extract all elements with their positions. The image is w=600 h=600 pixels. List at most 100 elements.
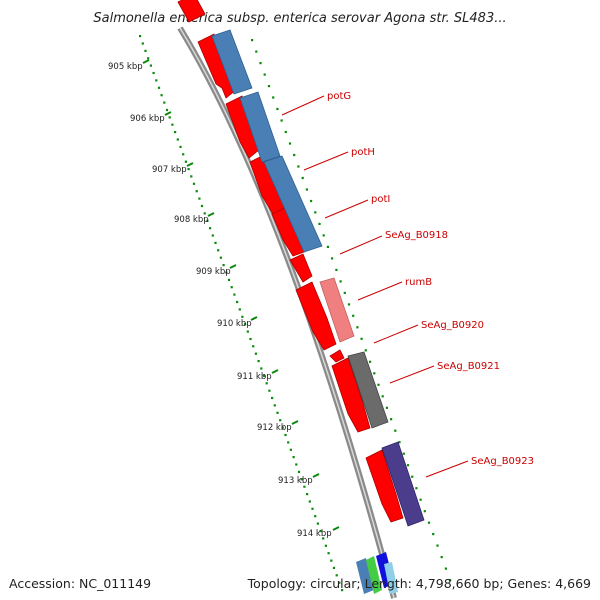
outer-dot [276,107,279,111]
outer-dot [322,234,325,237]
scale-dot [155,79,158,82]
scale-dot [271,396,274,400]
gene-block[interactable] [347,351,389,429]
leader-line [281,95,325,116]
gene-label-SeAg_B0923[interactable]: SeAg_B0923 [471,456,534,467]
gene-track [211,29,425,527]
gene-label-potG[interactable]: potG [327,91,351,102]
outer-dot [255,50,258,53]
outer-dot [411,475,414,478]
cds-arrow[interactable] [289,253,313,283]
outer-dot [288,142,292,145]
gene-label-potH[interactable]: potH [351,147,375,158]
scale-dot [252,345,255,348]
scale-dot [335,574,338,577]
outer-dot [432,533,435,536]
gene-block[interactable] [211,29,253,95]
cds-arrow[interactable] [329,349,345,363]
cds-track [177,0,404,523]
scale-dot-track [139,35,344,592]
gene-block[interactable] [356,558,374,594]
map-title: Salmonella enterica subsp. enterica sero… [93,11,506,26]
outer-dot [419,498,422,501]
leader-line [425,460,469,478]
outer-dot [339,280,342,283]
gene-block[interactable] [239,91,281,163]
scale-dot [198,197,201,200]
outer-dot [272,96,275,99]
gene-block[interactable] [366,556,382,594]
leader-line [389,365,435,384]
scale-dot [187,168,190,171]
backbone-track [177,26,397,599]
tick-905 [142,59,150,64]
gene-label-SeAg_B0921[interactable]: SeAg_B0921 [437,361,500,372]
backbone-highlight [179,27,395,599]
outer-dot [406,464,410,467]
outer-dot [310,199,313,203]
gene-label-SeAg_B0918[interactable]: SeAg_B0918 [385,230,448,241]
scale-labels: 905 kbp 906 kbp 907 kbp 908 kbp 909 kbp … [108,62,332,539]
gene-block[interactable] [384,562,398,594]
cds-arrow[interactable] [331,357,371,433]
scale-dot [297,470,301,473]
scale-dot [260,367,263,370]
scale-dot [144,49,147,52]
outer-dot [415,487,418,490]
outer-dot [343,291,346,294]
leader-line [373,324,419,344]
scale-dot [273,404,276,407]
outer-dot [314,211,317,214]
outer-dot [377,383,380,386]
outer-dot [449,579,452,582]
scale-dot [176,138,179,141]
label-leaders [281,95,469,478]
tick-907 [186,162,194,167]
outer-dot [335,268,338,271]
outer-dot [293,153,296,157]
outer-dot [390,418,393,421]
gene-block[interactable] [381,441,425,527]
gene-block[interactable] [263,155,323,253]
leader-line [324,199,369,219]
tick-908 [207,212,215,217]
outer-dot [297,165,300,168]
outer-dot [356,326,359,329]
gene-label-potI[interactable]: potI [371,194,390,205]
bottom-gene-blocks [356,552,398,594]
scale-dot [217,249,220,252]
scale-dot [327,552,330,555]
scale-dot [171,123,174,126]
outer-dot-track [251,39,452,582]
outer-dot [381,395,384,398]
scale-dot [230,286,233,289]
gene-label-rumB[interactable]: rumB [405,277,432,288]
outer-dot [427,521,431,524]
scale-dot [316,522,319,525]
outer-dot [280,119,283,122]
outer-dot [385,406,388,409]
kbp-label: 913 kbp [278,476,313,486]
gene-label-SeAg_B0920[interactable]: SeAg_B0920 [421,320,484,331]
cds-arrow[interactable] [177,0,206,23]
leader-line [339,235,383,255]
kbp-label: 906 kbp [130,114,165,124]
outer-dot [301,176,304,180]
scale-dot [219,256,222,259]
scale-dot [165,108,169,112]
cds-arrow[interactable] [295,281,337,351]
cds-arrow[interactable] [365,449,404,523]
scale-dot [308,500,311,503]
scale-dot [238,308,241,311]
scale-dot [174,131,177,134]
scale-dot [322,537,325,540]
gene-block[interactable] [319,277,355,343]
scale-dot [209,227,212,230]
scale-dot [257,360,260,363]
scale-dot [149,64,152,67]
tick-913 [312,473,320,478]
kbp-label: 914 kbp [297,529,332,539]
tick-911 [271,369,279,374]
kbp-label: 911 kbp [237,372,272,382]
